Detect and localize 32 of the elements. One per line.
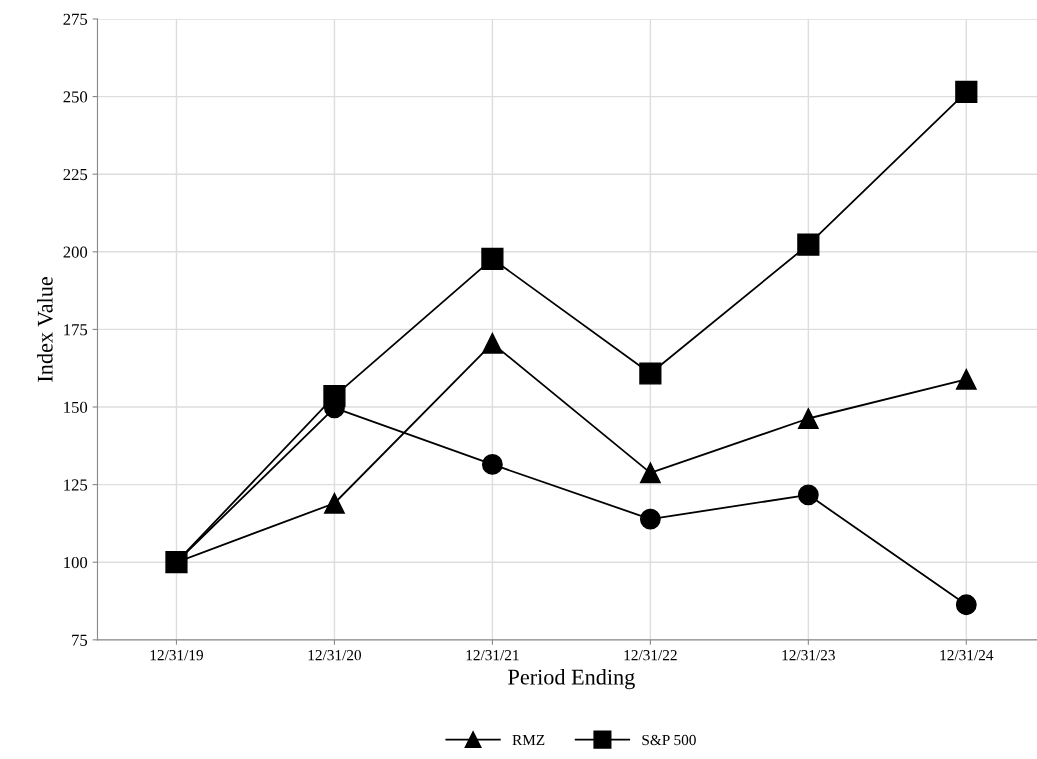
point (955, 368, 977, 390)
x-tick-label: 12/31/24 (940, 650, 994, 661)
point (324, 492, 345, 514)
y-tick-label: 125 (64, 479, 88, 491)
point (955, 80, 978, 104)
point (797, 408, 819, 429)
y-tick-label: 250 (63, 91, 88, 103)
point (481, 332, 503, 354)
x-tick-label: 12/31/21 (466, 650, 519, 661)
y-tick-label: 275 (63, 13, 88, 25)
point (797, 484, 819, 506)
x-tick-label: 12/31/22 (624, 650, 677, 661)
legend-label: RMZ (512, 734, 545, 745)
point (481, 454, 503, 475)
y-tick-label: 150 (64, 401, 88, 413)
point (639, 462, 661, 484)
y-tick-label: 75 (72, 634, 88, 646)
y-tick-label: 100 (64, 556, 88, 569)
y-tick-label: 225 (63, 168, 88, 181)
y-tick-label: 175 (64, 324, 88, 336)
x-axis-title: Period Ending (508, 668, 635, 690)
legend-label: S&P 500 (642, 734, 696, 746)
point (639, 508, 661, 530)
point (481, 247, 504, 271)
y-axis-title: Index Value (37, 277, 53, 382)
x-tick-label: 12/31/19 (150, 650, 203, 661)
point (797, 233, 820, 256)
y-tick-label: 200 (63, 246, 88, 258)
x-tick-label: 12/31/23 (782, 650, 835, 661)
point (955, 594, 977, 616)
x-tick-label: 12/31/20 (308, 650, 362, 661)
point (639, 362, 662, 385)
